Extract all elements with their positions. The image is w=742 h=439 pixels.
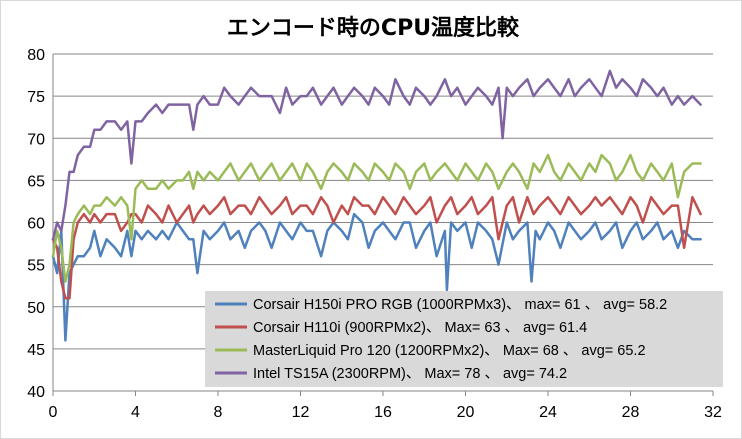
x-tick-label: 8 — [214, 404, 223, 421]
y-tick-label: 70 — [27, 131, 45, 148]
legend: Corsair H150i PRO RGB (1000RPMx3)、 max= … — [205, 291, 723, 387]
x-tick-label: 24 — [539, 404, 557, 421]
series-line-1 — [51, 212, 702, 342]
chart-title: エンコード時のCPU温度比較 — [227, 15, 520, 41]
legend-entry-4: Intel TS15A (2300RPM)、 Max= 78 、 avg= 74… — [253, 366, 567, 382]
y-tick-label: 75 — [27, 89, 45, 106]
x-tick-label: 16 — [374, 404, 392, 421]
y-tick-label: 65 — [27, 173, 45, 190]
y-tick-label: 40 — [27, 384, 45, 401]
y-tick-label: 45 — [27, 342, 45, 359]
series-line-4 — [51, 69, 702, 241]
x-tick-label: 20 — [457, 404, 475, 421]
series-line-2 — [51, 195, 702, 300]
series-lines — [51, 69, 702, 342]
legend-box — [205, 291, 723, 387]
x-tick-label: 28 — [622, 404, 640, 421]
x-tick-label: 0 — [49, 404, 58, 421]
legend-entry-1: Corsair H150i PRO RGB (1000RPMx3)、 max= … — [253, 297, 667, 313]
series-line-3 — [51, 153, 702, 283]
legend-entry-3: MasterLiquid Pro 120 (1200RPMx2)、 Max= 6… — [253, 343, 646, 359]
y-tick-label: 80 — [27, 47, 45, 64]
legend-entry-2: Corsair H110i (900RPMx2)、 Max= 63 、 avg=… — [253, 320, 587, 336]
axes: 40 45 50 55 60 65 70 75 80 0 4 8 12 16 20 24 28 32 — [27, 47, 722, 421]
y-tick-label: 55 — [27, 258, 45, 275]
y-tick-label: 50 — [27, 300, 45, 317]
x-tick-label: 12 — [292, 404, 310, 421]
y-tick-label: 60 — [27, 216, 45, 233]
x-tick-label: 4 — [131, 404, 140, 421]
x-tick-label: 32 — [704, 404, 722, 421]
